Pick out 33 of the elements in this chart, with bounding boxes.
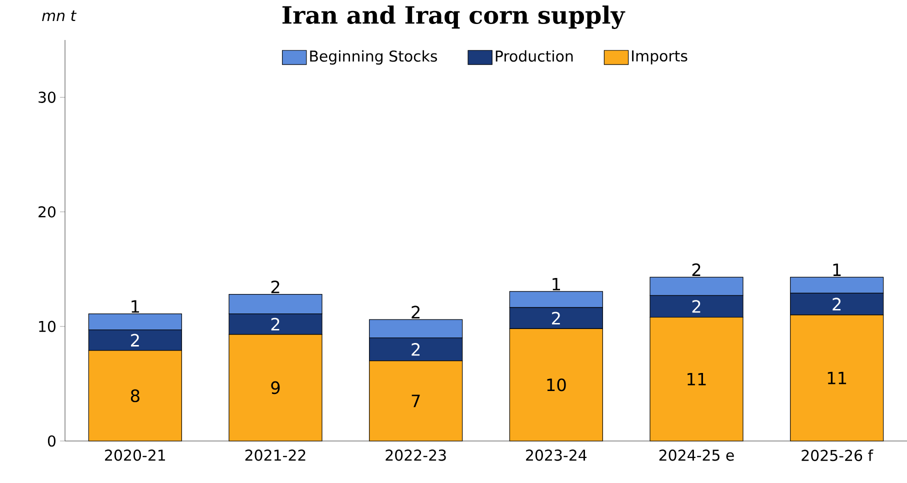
data-label: 2 bbox=[832, 298, 841, 310]
x-tick-label: 2020-21 bbox=[105, 450, 165, 461]
y-tick-label: 30 bbox=[38, 92, 56, 103]
y-tick-label: 10 bbox=[39, 320, 56, 332]
x-tick-label: 2024-25 e bbox=[659, 450, 734, 461]
data-label: 2 bbox=[271, 318, 280, 330]
legend-label: Imports bbox=[632, 50, 688, 64]
data-label: 7 bbox=[412, 394, 420, 408]
data-label: 11 bbox=[688, 372, 706, 386]
data-label: 2 bbox=[412, 306, 420, 318]
y-axis-title: mn t bbox=[42, 10, 77, 22]
x-tick-label: 2022-23 bbox=[386, 450, 446, 461]
data-label: 2 bbox=[131, 334, 139, 346]
data-label: 2 bbox=[692, 263, 700, 276]
y-tick-label: 0 bbox=[48, 435, 56, 447]
x-tick-label: 2025-26 f bbox=[802, 450, 874, 462]
data-label: 8 bbox=[130, 389, 140, 402]
x-tick-label: 2023-24 bbox=[526, 450, 587, 461]
data-label: 2 bbox=[271, 280, 280, 294]
data-label: 11 bbox=[828, 372, 846, 384]
data-label: 1 bbox=[833, 264, 841, 276]
x-tick-label: 2021-22 bbox=[245, 450, 306, 461]
data-label: 1 bbox=[132, 300, 139, 313]
data-label: 9 bbox=[271, 381, 280, 394]
chart-title: Iran and Iraq corn supply bbox=[282, 6, 626, 29]
data-label: 2 bbox=[412, 343, 420, 356]
legend-label: Production bbox=[496, 50, 573, 62]
data-label: 2 bbox=[692, 300, 700, 313]
data-label: 10 bbox=[547, 378, 566, 392]
y-tick-label: 20 bbox=[38, 206, 56, 218]
legend-label: Beginning Stocks bbox=[310, 50, 438, 65]
data-label: 2 bbox=[552, 312, 560, 324]
data-label: 1 bbox=[552, 278, 560, 290]
